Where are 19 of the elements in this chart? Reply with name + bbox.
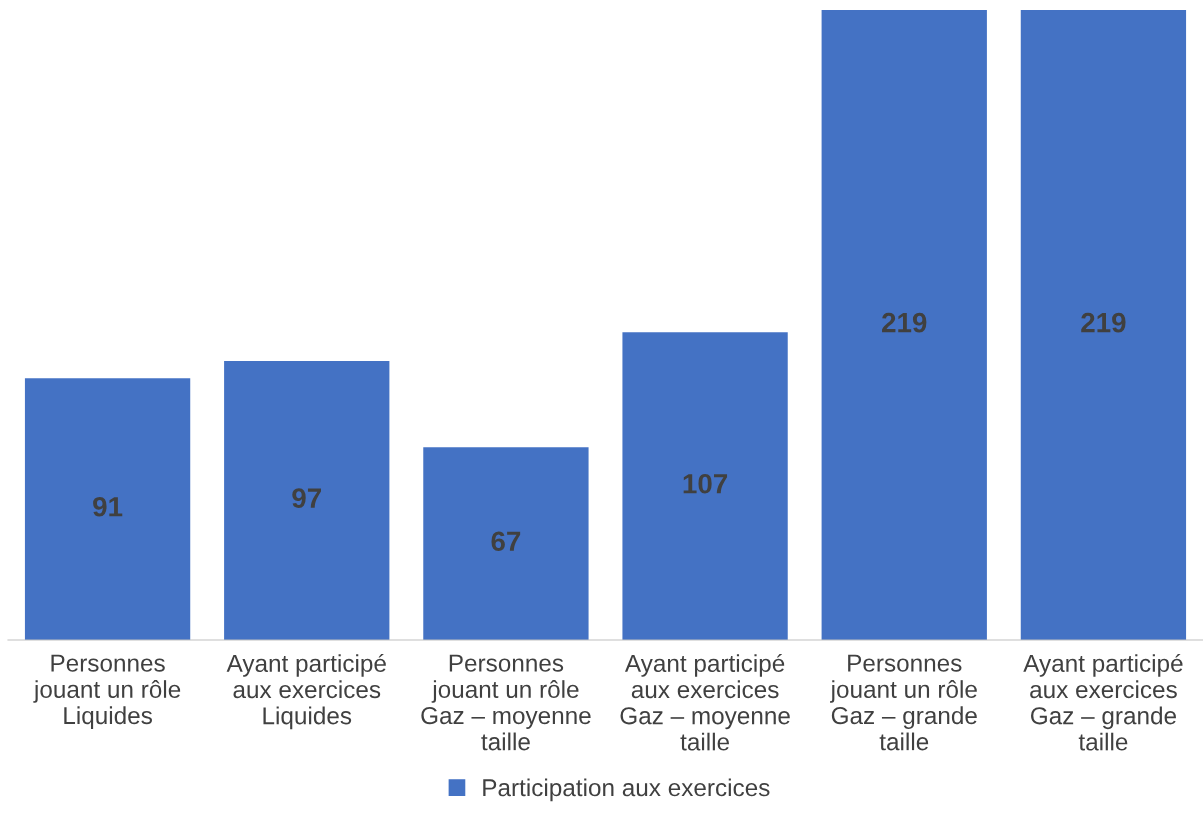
x-tick-label: Ayant participé aux exercices Gaz – moyenne taille xyxy=(620,653,790,751)
bar xyxy=(423,447,589,640)
bar xyxy=(821,10,987,640)
data-label: 97 xyxy=(292,488,321,508)
data-label: 67 xyxy=(491,531,521,552)
data-label: 91 xyxy=(93,496,123,517)
x-tick-label: Personnes jouant un rôle Liquides xyxy=(33,654,181,729)
bar xyxy=(224,360,390,640)
x-tick-label: Personnes jouant un rôle Gaz – grande taille xyxy=(830,654,977,751)
data-label: 219 xyxy=(882,312,927,333)
data-label: 107 xyxy=(683,473,728,494)
x-tick-label: Personnes jouant un rôle Gaz – moyenne taille xyxy=(421,654,591,751)
x-tick-label: Ayant participé aux exercices Liquides xyxy=(226,653,386,730)
x-tick-label: Ayant participé aux exercices Gaz – grande taille xyxy=(1023,653,1183,751)
data-label: 219 xyxy=(1081,312,1126,333)
legend-label: Participation aux exercices xyxy=(483,778,770,802)
bar xyxy=(24,378,191,640)
bar xyxy=(622,332,788,640)
bar xyxy=(1020,10,1187,640)
